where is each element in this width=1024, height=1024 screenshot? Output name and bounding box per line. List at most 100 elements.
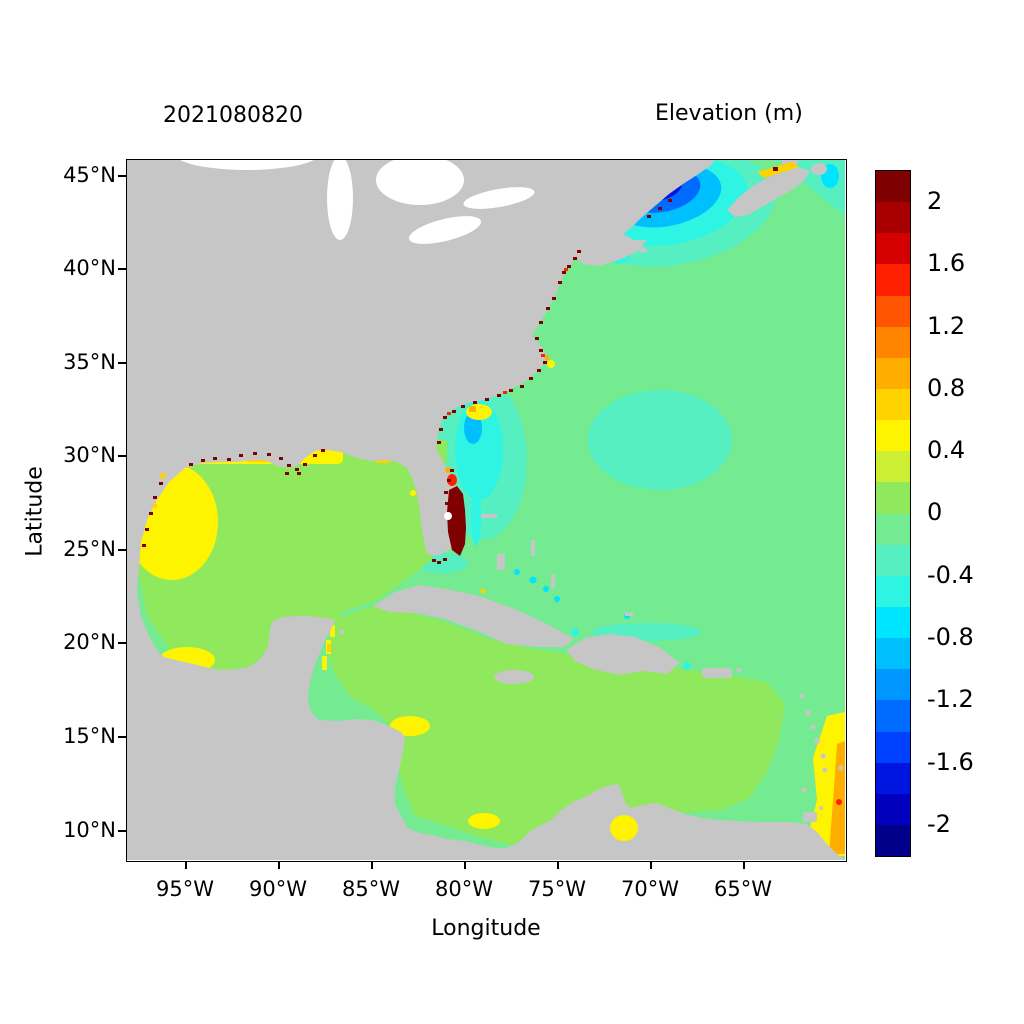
colorbar-cell — [876, 233, 910, 265]
land-grand-bahama — [479, 514, 497, 518]
land-virgin-islands — [736, 667, 742, 673]
land-nova-scotia — [727, 167, 810, 217]
land-turks — [625, 612, 633, 616]
colorbar-cell — [876, 824, 910, 857]
cb-label-n1_2: -1.2 — [927, 685, 974, 713]
land-cuba — [373, 585, 574, 647]
cb-label-0: 0 — [927, 498, 943, 526]
ytick-25n: 25°N — [63, 537, 116, 561]
y-tick-mark — [118, 455, 126, 457]
colorbar-cell — [876, 700, 910, 732]
y-tick-mark — [118, 268, 126, 270]
y-tick-mark — [118, 736, 126, 738]
xtick-70w: 70°W — [621, 877, 679, 901]
yucatan-east-orange — [327, 644, 331, 652]
texas-coast-speckles — [142, 473, 166, 547]
xtick-65w: 65°W — [714, 877, 772, 901]
x-tick-mark — [650, 861, 652, 869]
colorbar — [875, 170, 911, 857]
land-st-vincent — [822, 767, 828, 773]
x-tick-mark — [371, 861, 373, 869]
cb-label-2: 2 — [927, 187, 943, 215]
land-puerto-rico — [702, 668, 732, 678]
cb-label-n0_4: -0.4 — [927, 561, 974, 589]
colorbar-cell — [876, 544, 910, 576]
se-coast-speckles — [437, 199, 672, 444]
colorbar-cell — [876, 793, 910, 825]
x-tick-mark — [185, 861, 187, 869]
charleston-orange — [469, 406, 476, 412]
ytick-15n: 15°N — [63, 724, 116, 748]
florida-darkred-blob — [447, 486, 466, 556]
florida-red — [447, 474, 457, 486]
cb-label-0_4: 0.4 — [927, 436, 966, 464]
ytick-40n: 40°N — [63, 256, 116, 280]
land-st-lucia — [820, 753, 826, 759]
lake-okeechobee — [444, 512, 452, 520]
yucatan-east-sliver — [322, 656, 327, 670]
florida-speckles — [432, 469, 454, 564]
colorbar-title: Elevation (m) — [655, 101, 803, 126]
y-tick-mark — [118, 175, 126, 177]
map-canvas — [127, 160, 845, 860]
land-north-central-south-america — [127, 160, 845, 860]
bahamas-cyan — [554, 596, 560, 602]
ytick-35n: 35°N — [63, 350, 116, 374]
panama-yellow — [468, 813, 500, 829]
land-long-island-bahamas — [551, 574, 555, 588]
caribbean-field — [327, 606, 785, 845]
florida-orange — [445, 467, 451, 473]
cb-label-1_2: 1.2 — [927, 312, 966, 340]
tampa-yellow — [410, 490, 416, 496]
land-trinidad — [803, 812, 817, 822]
se-shelf-core — [464, 412, 482, 444]
lake-superior — [180, 160, 314, 170]
y-tick-mark — [118, 549, 126, 551]
land-guadeloupe — [805, 710, 811, 716]
colorbar-cell — [876, 420, 910, 452]
cuba-north-orange — [480, 588, 486, 594]
lake-huron — [376, 160, 464, 205]
fundy-red-speck — [773, 167, 778, 171]
ytick-20n: 20°N — [63, 630, 116, 654]
colorbar-cell — [876, 202, 910, 234]
land-antigua — [799, 693, 805, 699]
colorbar-cell — [876, 357, 910, 389]
honduras-yellow — [390, 716, 430, 736]
yucatan-east-sliver — [330, 625, 335, 637]
colorbar-cell — [876, 264, 910, 296]
land-long-island — [579, 249, 609, 254]
ytick-45n: 45°N — [63, 163, 116, 187]
land-jamaica — [494, 670, 534, 684]
x-tick-mark — [464, 861, 466, 869]
land-eleuthera — [531, 540, 535, 556]
x-axis-label: Longitude — [431, 916, 541, 941]
colorbar-cell — [876, 575, 910, 607]
xtick-75w: 75°W — [528, 877, 586, 901]
ytick-10n: 10°N — [63, 818, 116, 842]
colorbar-cell — [876, 482, 910, 514]
xtick-85w: 85°W — [342, 877, 400, 901]
florida-offshore-cyan — [471, 490, 481, 546]
cb-label-n1_6: -1.6 — [927, 748, 974, 776]
land-hispaniola — [566, 634, 680, 675]
colorbar-cell — [876, 731, 910, 763]
land-grenada — [801, 787, 807, 793]
land-pei — [782, 160, 798, 164]
land-barbados — [838, 765, 844, 771]
land-cozumel — [339, 630, 344, 634]
land-nantucket — [639, 247, 647, 253]
colorbar-cell — [876, 513, 910, 545]
colorbar-cell — [876, 762, 910, 794]
sargasso-patch — [588, 390, 732, 490]
land-martinique — [814, 738, 820, 744]
y-tick-mark — [118, 642, 126, 644]
right-edge-red — [836, 799, 842, 805]
land-tobago — [819, 806, 823, 810]
cb-label-1_6: 1.6 — [927, 249, 966, 277]
xtick-80w: 80°W — [435, 877, 493, 901]
bahamas-cyan — [529, 576, 537, 584]
land-cape-breton — [811, 163, 827, 175]
lake-michigan — [327, 160, 353, 240]
